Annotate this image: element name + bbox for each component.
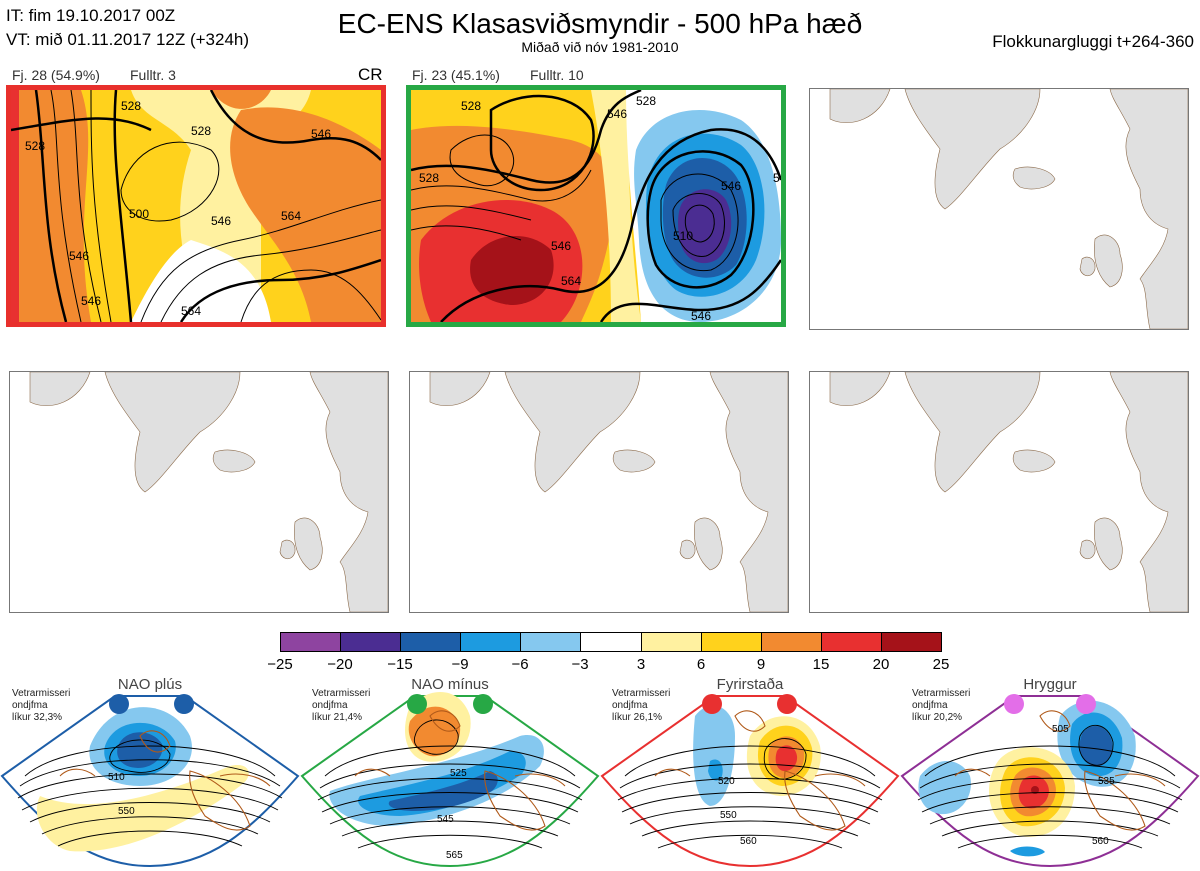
colorbar-tick: 15 (812, 656, 830, 673)
colorbar-tick: −20 (327, 656, 353, 673)
regime-contour-label: 565 (446, 850, 463, 861)
colorbar-tick: −15 (387, 656, 413, 673)
regime-indicator-dot (777, 694, 797, 714)
regime-indicator-dot (473, 694, 493, 714)
regime-contour-label: 560 (740, 836, 757, 847)
climatology-subtitle: Miðað við nóv 1981-2010 (521, 39, 679, 55)
regime-info: Vetrarmisseri ondjfma líkur 26,1% (612, 688, 671, 723)
svg-text:564: 564 (281, 209, 301, 223)
svg-text:528: 528 (191, 124, 211, 138)
colorbar (280, 632, 942, 652)
cluster-1-contour-labels: 528 546 528 500 546 546 564 528 546 564 (25, 99, 331, 318)
colorbar-tick: 25 (932, 656, 950, 673)
valid-time: VT: mið 01.11.2017 12Z (+324h) (6, 30, 250, 49)
colorbar-swatch (401, 633, 462, 651)
svg-text:546: 546 (607, 107, 627, 121)
colorbar-swatch (581, 633, 642, 651)
colorbar-tick: 20 (872, 656, 890, 673)
empty-cluster-map-3[interactable] (809, 88, 1189, 330)
svg-text:510: 510 (673, 229, 693, 243)
cluster-1-label: Fj. 28 (54.9%) (12, 67, 100, 83)
cluster-1-representative: Fulltr. 3 (130, 67, 176, 83)
svg-text:528: 528 (461, 99, 481, 113)
colorbar-tick: 9 (756, 656, 766, 673)
colorbar-swatch (641, 633, 702, 651)
empty-cluster-map-4[interactable] (9, 371, 389, 613)
cluster-1-map[interactable]: 528 546 528 500 546 546 564 528 546 564 (6, 85, 386, 327)
regime-nao-minus[interactable]: 525 545 565 NAO mínus Vetrarmisseri ondj… (300, 676, 600, 871)
svg-text:546: 546 (311, 127, 331, 141)
page-title: EC-ENS Klasasviðsmyndir - 500 hPa hæð (337, 8, 863, 39)
colorbar-tick: −3 (571, 656, 589, 673)
regime-contour-label: 505 (1052, 724, 1069, 735)
colorbar-tick: −25 (267, 656, 293, 673)
svg-text:546: 546 (691, 309, 711, 322)
regime-contour-label: 525 (450, 768, 467, 779)
colorbar-tick: 3 (636, 656, 646, 673)
regime-info: Vetrarmisseri ondjfma líkur 21,4% (312, 688, 371, 723)
svg-text:528: 528 (419, 171, 439, 185)
cluster-1-regime-code: CR (358, 65, 383, 84)
clustering-window: Flokkunargluggi t+264-360 (992, 32, 1194, 51)
regime-indicator-dot (702, 694, 722, 714)
regime-name: NAO mínus (411, 676, 489, 693)
colorbar-tick: 6 (696, 656, 706, 673)
regime-contour-label: 510 (108, 772, 125, 783)
colorbar-swatch (461, 633, 522, 651)
svg-text:500: 500 (129, 207, 149, 221)
regime-contour-label: 550 (720, 810, 737, 821)
regime-info: Vetrarmisseri ondjfma líkur 20,2% (912, 688, 971, 723)
colorbar-tick: −6 (511, 656, 529, 673)
regime-contour-label: 545 (437, 814, 454, 825)
colorbar-swatch (881, 633, 942, 651)
svg-text:546: 546 (721, 179, 741, 193)
regime-indicator-dot (109, 694, 129, 714)
empty-cluster-map-5[interactable] (409, 371, 789, 613)
svg-text:528: 528 (636, 94, 656, 108)
regime-name: Fyrirstaða (716, 676, 784, 693)
regime-contour-label: 535 (1098, 776, 1115, 787)
regime-indicator-dot (174, 694, 194, 714)
regime-blocking[interactable]: 520 550 560 Fyrirstaða Vetrarmisseri ond… (600, 676, 900, 871)
svg-text:546: 546 (211, 214, 231, 228)
regime-indicator-dot (407, 694, 427, 714)
regime-info: Vetrarmisseri ondjfma líkur 32,3% (12, 688, 71, 723)
svg-text:564: 564 (561, 274, 581, 288)
cluster-2-label: Fj. 23 (45.1%) (412, 67, 500, 83)
colorbar-swatch (521, 633, 582, 651)
colorbar-swatch (341, 633, 402, 651)
colorbar-tick: −9 (451, 656, 469, 673)
regime-contour-label: 520 (718, 776, 735, 787)
svg-text:528: 528 (121, 99, 141, 113)
regime-nao-plus[interactable]: 510 550 NAO plús Vetrarmisseri ondjfma l… (0, 676, 300, 871)
colorbar-swatch (281, 633, 342, 651)
cluster-2-representative: Fulltr. 10 (530, 67, 584, 83)
regime-name: NAO plús (117, 676, 183, 693)
colorbar-swatch (761, 633, 822, 651)
svg-text:546: 546 (81, 294, 101, 308)
regime-indicator-dot (1004, 694, 1024, 714)
regime-name: Hryggur (1023, 676, 1077, 693)
colorbar-swatch (821, 633, 882, 651)
empty-cluster-map-6[interactable] (809, 371, 1189, 613)
svg-text:546: 546 (773, 171, 781, 185)
svg-text:546: 546 (69, 249, 89, 263)
svg-text:564: 564 (181, 304, 201, 318)
regime-ridge[interactable]: 505 535 560 Hryggur Vetrarmisseri ondjfm… (900, 676, 1200, 871)
svg-text:528: 528 (25, 139, 45, 153)
cluster-2-map[interactable]: 528 546 528 546 528 546 510 564 546 546 (406, 85, 786, 327)
regime-contour-label: 560 (1092, 836, 1109, 847)
issue-time: IT: fim 19.10.2017 00Z (6, 6, 176, 25)
regime-contour-label: 550 (118, 806, 135, 817)
svg-text:546: 546 (551, 239, 571, 253)
regime-indicator-dot (1076, 694, 1096, 714)
cluster-2-contour-labels: 528 546 528 546 528 546 510 564 546 546 (419, 94, 781, 322)
colorbar-swatch (701, 633, 762, 651)
